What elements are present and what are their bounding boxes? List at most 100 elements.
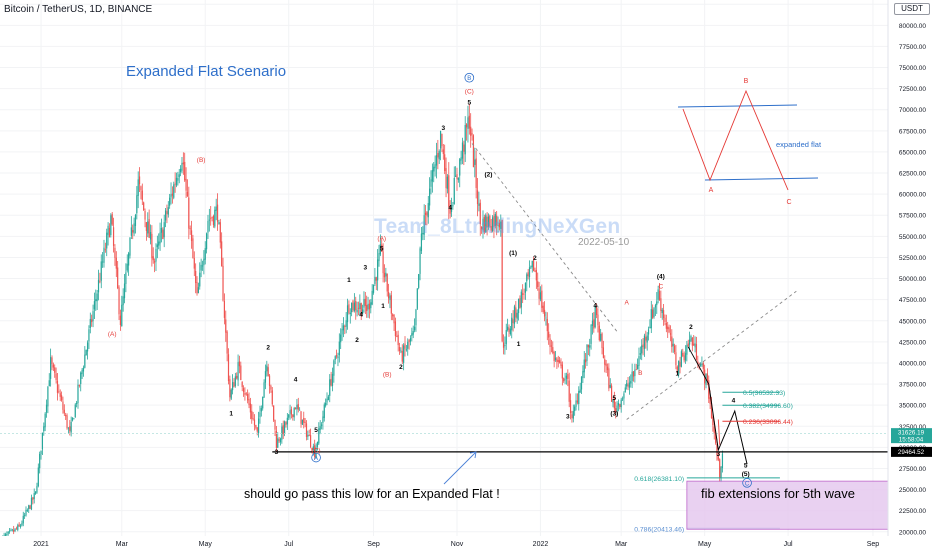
candle-body — [493, 215, 495, 228]
candle-body — [189, 228, 191, 230]
candle-body — [496, 215, 498, 226]
candle-body — [136, 195, 138, 214]
candle-body — [77, 384, 79, 404]
candle-body — [455, 175, 457, 177]
candle-body — [6, 534, 8, 536]
candle-body — [490, 226, 492, 231]
candle-body — [642, 344, 644, 348]
candle-body — [185, 178, 187, 191]
candle-body — [229, 379, 231, 398]
candle-body — [352, 300, 354, 310]
time-tick-label: 2021 — [33, 541, 49, 548]
candle-body — [452, 204, 454, 207]
candle-body — [4, 534, 7, 537]
candle-body — [223, 301, 225, 318]
wave-label: (A) — [108, 331, 117, 338]
candle-body — [401, 350, 403, 362]
candle-body — [448, 175, 450, 207]
candle-body — [300, 411, 302, 424]
candle-body — [394, 321, 397, 337]
candle-body — [407, 341, 409, 349]
price-tick-label: 80000.00 — [899, 23, 926, 30]
candle-body — [69, 426, 71, 431]
candle-body — [557, 360, 559, 363]
candle-body — [415, 309, 417, 326]
candle-body — [713, 426, 715, 434]
candle-body — [583, 359, 585, 373]
candle-body — [598, 325, 600, 341]
candle-body — [366, 305, 368, 311]
wave-label: 5 — [314, 427, 318, 434]
candle-body — [305, 423, 308, 437]
countdown-value: 15:58:04 — [899, 437, 924, 444]
candle-body — [667, 326, 669, 330]
candle-body — [615, 408, 617, 412]
candle-body — [483, 217, 485, 233]
wave-label: 1 — [517, 341, 521, 348]
candle-body — [508, 327, 510, 333]
candle-body — [236, 375, 238, 379]
candle-body — [178, 174, 180, 178]
candle-body — [526, 274, 528, 282]
candle-body — [331, 373, 334, 386]
candle-body — [169, 197, 171, 206]
candle-body — [54, 367, 56, 373]
candle-body — [370, 302, 372, 309]
candle-body — [133, 223, 135, 234]
candle-body — [372, 284, 375, 293]
inset-bottom-line — [704, 177, 819, 181]
candle-body — [320, 424, 323, 426]
candle-body — [472, 135, 475, 168]
watermark: Team_8LtradingNeXGen — [374, 215, 621, 238]
candle-body — [381, 244, 383, 252]
candle-body — [665, 322, 667, 329]
candle-body — [571, 414, 573, 419]
candle-body — [641, 345, 643, 354]
candle-body — [699, 364, 702, 366]
candle-body — [463, 144, 465, 152]
candle-body — [714, 432, 717, 443]
candle-body — [538, 288, 540, 299]
candle-body — [65, 415, 67, 417]
candle-body — [304, 421, 306, 423]
candle-body — [314, 445, 316, 457]
candle-body — [266, 365, 268, 372]
candle-body — [193, 258, 195, 269]
candle-body — [680, 351, 682, 367]
candle-body — [96, 293, 98, 302]
candle-body — [385, 272, 387, 277]
candle-body — [524, 282, 527, 293]
candle-body — [351, 302, 353, 313]
candle-body — [93, 301, 96, 310]
candle-body — [279, 438, 282, 443]
candle-body — [604, 359, 606, 365]
candle-body — [92, 311, 94, 322]
candle-body — [594, 306, 596, 328]
candle-body — [45, 404, 48, 413]
candle-body — [44, 413, 46, 428]
candle-body — [335, 355, 338, 357]
candle-body — [15, 528, 18, 530]
candle-body — [147, 221, 149, 234]
candle-body — [569, 400, 572, 414]
candle-body — [565, 375, 568, 379]
candle-body — [201, 265, 204, 267]
candle-body — [635, 369, 637, 371]
candle-body — [264, 371, 267, 383]
candle-body — [121, 304, 123, 327]
candle-body — [418, 274, 420, 288]
candle-body — [494, 214, 496, 226]
candle-body — [600, 333, 602, 341]
candle-body — [471, 133, 473, 135]
candle-body — [719, 459, 721, 478]
candle-body — [646, 335, 648, 343]
candle-body — [379, 244, 381, 255]
candle-body — [673, 345, 676, 352]
projected-wave-path — [708, 383, 748, 465]
candle-body — [28, 505, 30, 510]
candle-body — [55, 373, 57, 381]
candle-body — [128, 253, 130, 266]
wave-label: B — [467, 76, 471, 82]
candlestick-series — [0, 103, 724, 546]
candle-body — [149, 232, 152, 240]
